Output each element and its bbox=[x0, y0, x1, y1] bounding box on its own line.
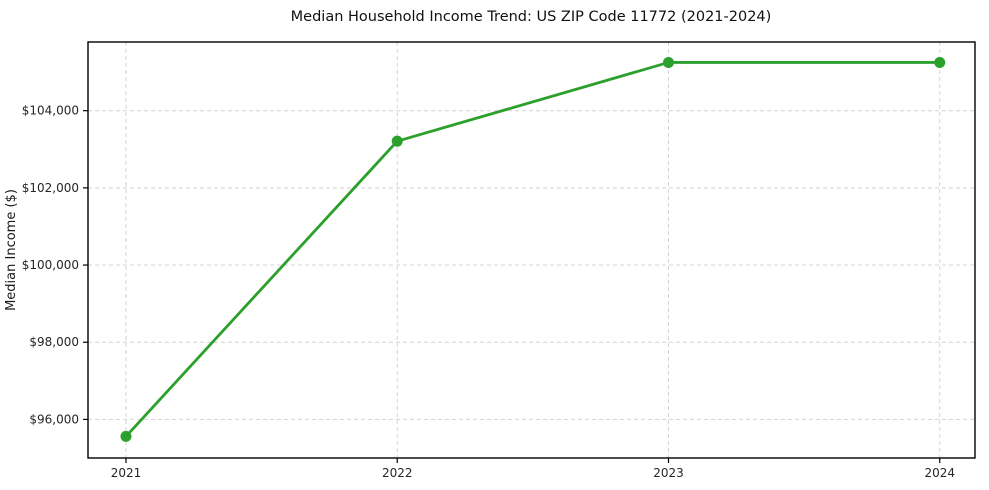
data-point bbox=[391, 135, 403, 147]
series-layer bbox=[120, 56, 946, 442]
plot-box bbox=[87, 41, 976, 459]
y-tick-label: $98,000 bbox=[29, 335, 79, 349]
data-point bbox=[934, 56, 946, 68]
tick-labels-layer: 2021 2022 2023 2024 $96,000 $98,000 $100,000 $1… bbox=[22, 104, 955, 480]
y-axis-label: Median Income ($) bbox=[4, 189, 19, 311]
y-tick-label: $100,000 bbox=[22, 258, 79, 272]
x-tick-label: 2022 bbox=[382, 466, 413, 480]
y-tick-label: $104,000 bbox=[22, 104, 79, 118]
y-tick-label: $102,000 bbox=[22, 181, 79, 195]
gridlines-layer bbox=[88, 42, 975, 458]
axes-layer bbox=[87, 41, 976, 459]
data-point bbox=[662, 56, 674, 68]
x-tick-label: 2024 bbox=[924, 466, 955, 480]
data-point bbox=[120, 430, 132, 442]
x-tick-label: 2023 bbox=[653, 466, 684, 480]
chart-title: Median Household Income Trend: US ZIP Co… bbox=[291, 9, 772, 25]
x-tick-label: 2021 bbox=[111, 466, 142, 480]
ticks-layer bbox=[83, 110, 941, 463]
data-line bbox=[124, 61, 942, 438]
y-tick-label: $96,000 bbox=[29, 412, 79, 426]
